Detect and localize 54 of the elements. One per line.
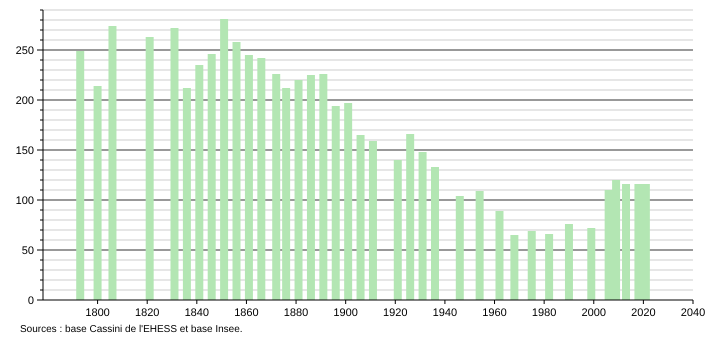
y-tick-label: 0 bbox=[28, 294, 34, 307]
source-note: Sources : base Cassini de l'EHESS et base Insee. bbox=[20, 324, 243, 335]
bar bbox=[195, 65, 204, 300]
y-tick-label: 150 bbox=[16, 144, 34, 157]
bar bbox=[587, 228, 596, 300]
y-tick-label: 100 bbox=[16, 194, 34, 207]
bar bbox=[394, 160, 402, 300]
bar bbox=[332, 106, 340, 300]
bar bbox=[476, 191, 484, 300]
bar bbox=[94, 86, 102, 300]
bar bbox=[406, 134, 414, 300]
x-tick-label: 1980 bbox=[532, 307, 556, 319]
bar bbox=[622, 184, 630, 300]
bar bbox=[319, 74, 328, 300]
x-tick-label: 2020 bbox=[631, 307, 656, 319]
x-tick-label: 1920 bbox=[383, 307, 408, 319]
bar bbox=[528, 231, 536, 300]
bar bbox=[232, 42, 241, 300]
bar bbox=[430, 167, 439, 300]
bar bbox=[368, 141, 377, 300]
bar bbox=[257, 58, 266, 300]
x-tick-label: 2000 bbox=[582, 307, 606, 319]
bar bbox=[108, 26, 116, 300]
bar bbox=[146, 37, 154, 300]
bar bbox=[564, 224, 573, 300]
bar bbox=[76, 51, 84, 300]
x-tick-label: 1860 bbox=[234, 307, 259, 319]
bar bbox=[170, 28, 178, 300]
y-tick-label: 50 bbox=[22, 244, 34, 257]
bar bbox=[356, 135, 365, 300]
bar bbox=[294, 80, 303, 300]
x-tick-label: 1820 bbox=[134, 307, 160, 319]
x-tick-label: 1960 bbox=[482, 307, 507, 319]
x-tick-label: 1800 bbox=[85, 307, 110, 319]
bar bbox=[220, 19, 228, 300]
bar bbox=[208, 54, 216, 300]
x-tick-label: 2040 bbox=[680, 307, 706, 319]
bar bbox=[545, 234, 554, 300]
bar bbox=[282, 88, 290, 300]
bar bbox=[456, 196, 464, 300]
y-tick-label: 200 bbox=[16, 94, 34, 107]
bar bbox=[306, 75, 315, 300]
x-tick-label: 1880 bbox=[284, 307, 308, 319]
bar bbox=[182, 88, 191, 300]
bar bbox=[510, 235, 518, 300]
bar bbox=[344, 103, 352, 300]
x-tick-label: 1840 bbox=[184, 307, 210, 319]
bar bbox=[495, 211, 504, 300]
bar bbox=[244, 55, 253, 300]
bar bbox=[418, 152, 427, 300]
x-tick-label: 1900 bbox=[333, 307, 358, 319]
y-tick-label: 250 bbox=[16, 44, 34, 57]
x-tick-label: 1940 bbox=[432, 307, 458, 319]
bar bbox=[272, 74, 280, 300]
